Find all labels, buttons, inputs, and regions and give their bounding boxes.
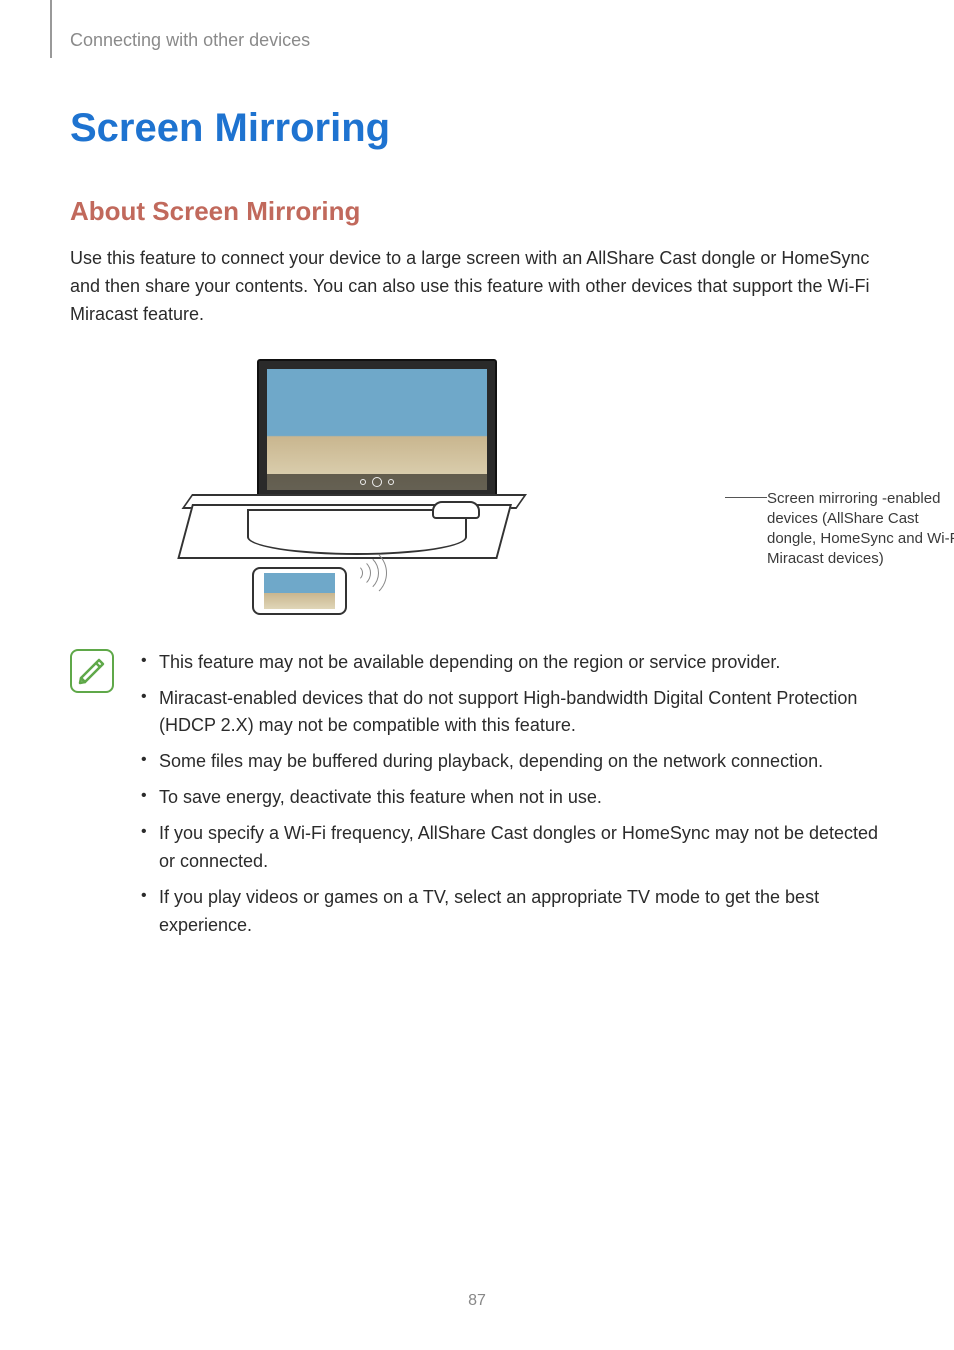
note-item: This feature may not be available depend… [139, 649, 884, 677]
tv-icon [257, 359, 497, 514]
dongle-icon [432, 501, 480, 519]
document-page: Connecting with other devices Screen Mir… [0, 0, 954, 948]
note-item: Miracast-enabled devices that do not sup… [139, 685, 884, 741]
note-block: This feature may not be available depend… [70, 649, 884, 948]
note-item: Some files may be buffered during playba… [139, 748, 884, 776]
note-list: This feature may not be available depend… [139, 649, 884, 948]
breadcrumb: Connecting with other devices [70, 30, 884, 51]
phone-icon [252, 567, 347, 615]
note-item: To save energy, deactivate this feature … [139, 784, 884, 812]
mirroring-illustration: Screen mirroring -enabled devices (AllSh… [197, 349, 757, 619]
note-icon [70, 649, 114, 693]
note-item: If you specify a Wi-Fi frequency, AllSha… [139, 820, 884, 876]
page-title: Screen Mirroring [70, 106, 884, 151]
page-number: 87 [0, 1292, 954, 1310]
callout-leader-line [725, 497, 767, 498]
wifi-waves-icon [347, 547, 407, 587]
header-rule [50, 0, 52, 58]
note-item: If you play videos or games on a TV, sel… [139, 884, 884, 940]
section-paragraph: Use this feature to connect your device … [70, 245, 884, 329]
figure-callout: Screen mirroring -enabled devices (AllSh… [767, 489, 954, 570]
section-heading: About Screen Mirroring [70, 196, 884, 227]
